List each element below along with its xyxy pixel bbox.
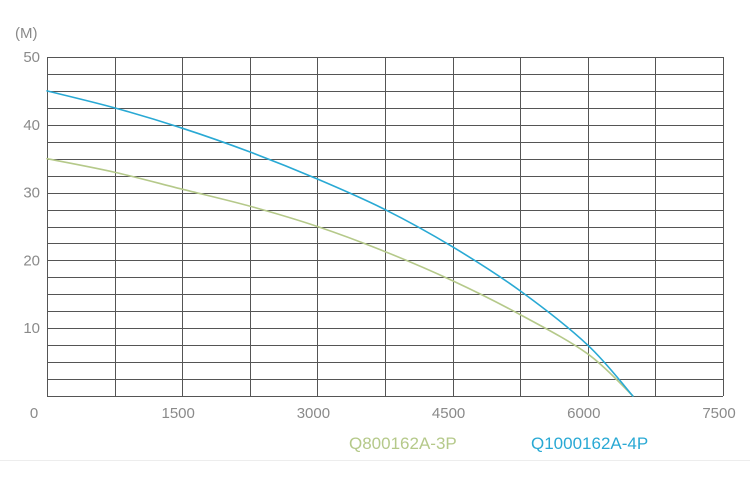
footer-divider <box>0 460 750 461</box>
series-lines <box>46 90 634 397</box>
x-tick-label: 7500 <box>702 405 735 422</box>
x-tick-label: 1500 <box>162 405 195 422</box>
x-tick-label: 0 <box>30 405 38 422</box>
x-tick-label: 4500 <box>432 405 465 422</box>
tick-labels: 10 20 30 40 50 0 1500 3000 4500 6000 7500 <box>23 49 735 422</box>
x-tick-label: 3000 <box>297 405 330 422</box>
y-tick-label: 10 <box>23 320 40 337</box>
y-tick-label: 50 <box>23 49 40 66</box>
y-axis-unit-label: (M) <box>15 25 38 42</box>
legend-entry-2: Q1000162A-4P <box>531 434 648 453</box>
y-tick-label: 30 <box>23 185 40 202</box>
series-line-2 <box>46 90 634 397</box>
y-tick-label: 20 <box>23 252 40 269</box>
x-tick-label: 6000 <box>567 405 600 422</box>
series-line-1 <box>46 157 634 397</box>
grid <box>47 57 724 397</box>
y-tick-label: 40 <box>23 117 40 134</box>
legend-entry-1: Q800162A-3P <box>349 434 457 453</box>
legend: Q800162A-3P Q1000162A-4P <box>349 434 648 453</box>
